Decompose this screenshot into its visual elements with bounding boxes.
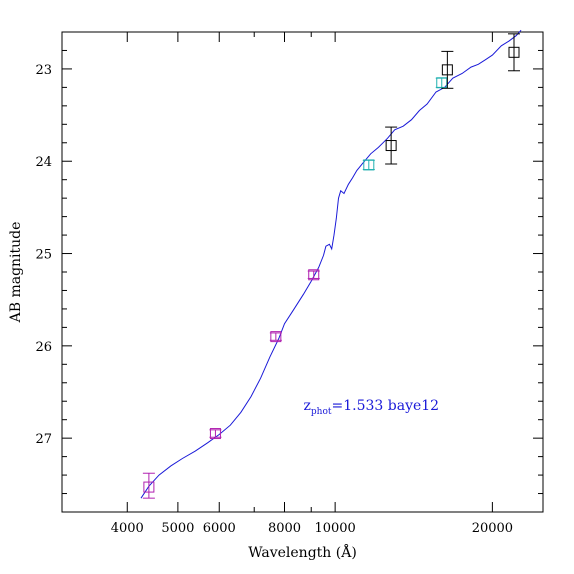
y-tick-label: 24: [35, 155, 52, 170]
photometry-point: [441, 50, 454, 89]
x-tick-label: 5000: [161, 521, 194, 536]
point-marker: [508, 46, 520, 58]
y-axis-label: AB magnitude: [8, 222, 24, 324]
x-tick-label: 4000: [111, 521, 144, 536]
photometry-point: [269, 331, 282, 343]
annotation-text: =1.533 baye12: [332, 398, 440, 414]
x-tick-label: 8000: [268, 521, 301, 536]
photo-z-annotation: zphot=1.533 baye12: [304, 398, 440, 417]
y-tick-label: 23: [35, 63, 52, 78]
photometry-point: [385, 126, 398, 165]
photometry-point: [435, 77, 448, 89]
point-marker: [441, 64, 453, 76]
point-marker: [143, 481, 155, 493]
plot-frame: [61, 31, 544, 513]
y-tick-label: 27: [35, 432, 52, 447]
point-marker: [363, 159, 375, 171]
y-tick-label: 26: [35, 340, 52, 355]
axis-ticks: [61, 31, 543, 513]
point-marker: [385, 140, 397, 152]
point-marker: [436, 77, 448, 89]
photometry-point: [307, 269, 320, 281]
model-sed-curve: [140, 29, 522, 499]
photometry-point: [209, 428, 222, 440]
model-layer: [140, 29, 522, 499]
photometry-point: [142, 472, 155, 499]
annotation-prefix: z: [304, 398, 311, 414]
point-marker: [270, 331, 282, 343]
photometry-point: [362, 159, 375, 171]
point-marker: [308, 269, 320, 281]
x-tick-label: 6000: [203, 521, 236, 536]
photometry-point: [507, 33, 520, 72]
tick-labels: 4000 5000 6000 8000 10000 20000 23 24 25 26 27: [35, 63, 513, 536]
x-tick-label: 20000: [472, 521, 513, 536]
photometry-layer: [142, 33, 520, 499]
y-tick-label: 25: [35, 248, 52, 263]
annotation-subscript: phot: [311, 407, 332, 417]
point-marker: [209, 428, 221, 440]
x-axis-label: Wavelength (Å): [248, 543, 357, 561]
x-tick-label: 10000: [314, 521, 355, 536]
